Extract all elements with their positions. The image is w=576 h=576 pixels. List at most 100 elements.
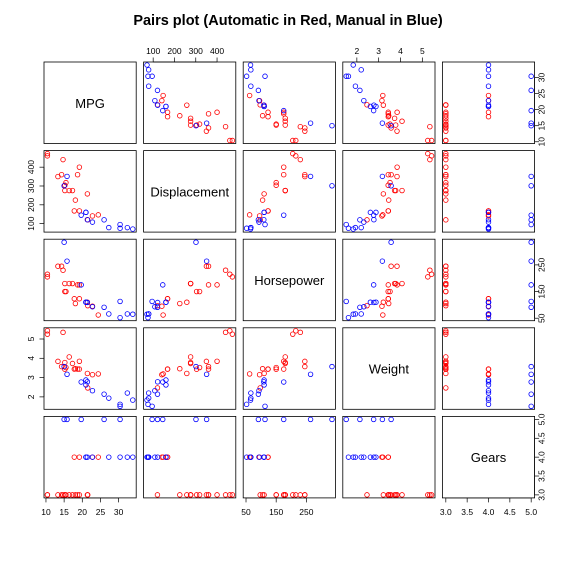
data-point-manual: [388, 239, 394, 245]
data-point-automatic: [187, 122, 194, 128]
panel-mpg-vs-horsepower: [242, 61, 336, 144]
variable-label: MPG: [75, 96, 105, 111]
data-point-automatic: [205, 111, 212, 117]
data-point-manual: [154, 87, 161, 94]
data-point-manual: [528, 298, 534, 305]
panel-frame: [441, 150, 535, 233]
data-point-automatic: [214, 109, 220, 115]
data-point-manual: [248, 224, 254, 231]
panel-gears-vs-horsepower: [242, 415, 336, 499]
data-point-manual: [101, 416, 107, 423]
tick-label: 300: [26, 179, 36, 193]
data-point-automatic: [302, 128, 308, 134]
data-point-manual: [84, 454, 91, 460]
data-point-manual: [154, 379, 161, 385]
data-point-manual: [203, 416, 210, 423]
data-point-manual: [350, 311, 356, 317]
data-point-manual: [117, 225, 123, 231]
data-point-automatic: [177, 492, 183, 498]
data-point-automatic: [256, 371, 263, 378]
data-point-automatic: [392, 187, 399, 194]
data-point-automatic: [282, 122, 288, 128]
data-point-manual: [281, 379, 287, 385]
data-point-automatic: [485, 366, 492, 372]
data-point-automatic: [164, 296, 171, 302]
data-point-automatic: [427, 156, 433, 163]
data-point-manual: [528, 258, 534, 264]
data-point-automatic: [290, 331, 296, 337]
data-point-manual: [281, 212, 287, 218]
data-point-automatic: [282, 354, 288, 360]
data-point-manual: [361, 97, 367, 104]
data-point-automatic: [379, 454, 385, 460]
data-point-automatic: [229, 492, 236, 498]
panel-displacement-vs-weight: [342, 150, 436, 233]
data-point-manual: [528, 221, 534, 228]
panel-displacement-vs-gears: [441, 150, 535, 233]
data-point-automatic: [485, 114, 492, 120]
data-point-manual: [352, 311, 359, 317]
data-point-automatic: [72, 197, 79, 203]
data-point-automatic: [290, 492, 296, 498]
panel-weight-vs-gears: [441, 327, 535, 410]
data-point-automatic: [203, 492, 210, 498]
data-point-manual: [370, 416, 377, 423]
data-point-manual: [485, 397, 492, 403]
data-point-automatic: [387, 492, 393, 498]
tick-label: 200: [167, 46, 181, 56]
data-point-manual: [124, 311, 131, 317]
data-point-automatic: [89, 213, 96, 219]
data-point-automatic: [205, 263, 212, 269]
data-point-automatic: [273, 366, 279, 372]
data-point-manual: [528, 73, 534, 79]
data-point-manual: [117, 314, 123, 321]
panel-mpg-vs-weight: [342, 61, 436, 144]
data-point-automatic: [443, 187, 449, 194]
panel-frame: [143, 150, 237, 233]
data-point-automatic: [443, 137, 449, 144]
data-point-automatic: [187, 492, 194, 498]
data-point-automatic: [428, 492, 435, 498]
data-point-automatic: [60, 156, 66, 163]
data-point-automatic: [71, 208, 77, 214]
data-point-manual: [89, 388, 96, 394]
data-point-automatic: [84, 370, 91, 377]
tick-label: 3.5: [461, 507, 473, 517]
data-point-automatic: [184, 370, 190, 377]
panel-frame: [242, 327, 336, 410]
data-point-manual: [329, 416, 335, 423]
tick-label: 50: [241, 507, 251, 517]
data-point-automatic: [293, 137, 299, 144]
data-point-manual: [89, 219, 96, 225]
data-point-manual: [78, 212, 84, 218]
tick-label: 10: [41, 507, 51, 517]
tick-label: 4: [398, 46, 403, 56]
data-point-automatic: [177, 113, 183, 119]
data-point-automatic: [159, 371, 165, 378]
data-point-automatic: [380, 212, 386, 218]
tick-label: 250: [537, 258, 547, 272]
data-point-manual: [84, 379, 91, 385]
data-point-manual: [117, 221, 123, 228]
data-point-manual: [485, 219, 492, 225]
data-point-automatic: [399, 187, 405, 194]
data-point-automatic: [69, 492, 76, 498]
data-point-automatic: [261, 191, 267, 197]
data-point-manual: [261, 209, 267, 216]
tick-label: 100: [26, 216, 36, 230]
data-point-manual: [485, 224, 492, 231]
panel-frame: [342, 238, 436, 322]
data-point-manual: [130, 454, 136, 460]
data-point-manual: [343, 73, 349, 79]
data-point-automatic: [297, 329, 304, 336]
data-point-manual: [528, 183, 534, 189]
data-point-automatic: [177, 366, 183, 372]
data-point-automatic: [385, 492, 391, 498]
panel-horsepower-vs-weight: [342, 238, 436, 322]
data-point-manual: [373, 454, 379, 460]
data-point-automatic: [394, 492, 400, 498]
data-point-manual: [145, 454, 152, 460]
data-point-automatic: [69, 280, 76, 287]
data-point-manual: [248, 390, 254, 396]
data-point-manual: [124, 390, 131, 396]
